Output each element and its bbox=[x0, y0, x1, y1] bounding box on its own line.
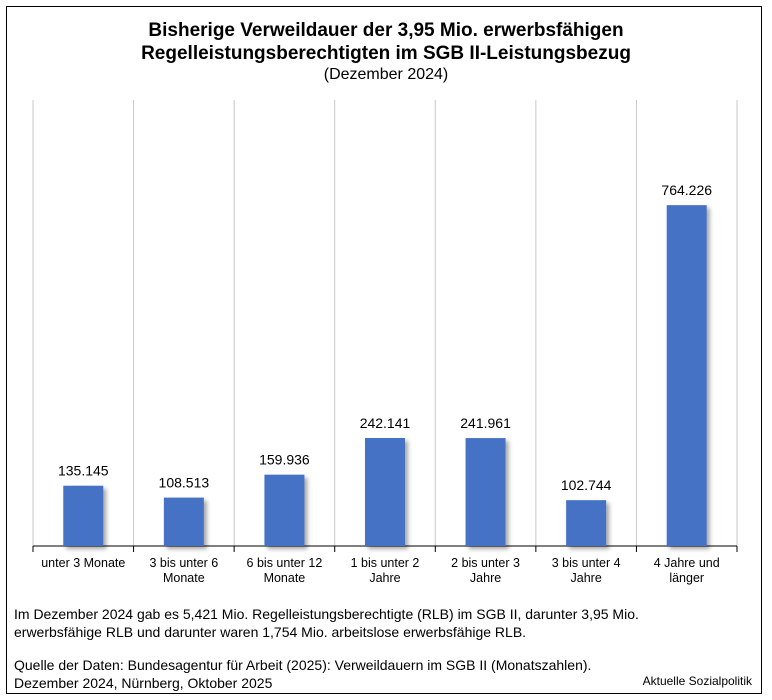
bar bbox=[264, 474, 305, 546]
data-label: 241.961 bbox=[460, 415, 511, 431]
data-label: 108.513 bbox=[159, 475, 210, 491]
category-label: unter 3 Monate bbox=[41, 556, 126, 570]
data-label: 764.226 bbox=[661, 182, 712, 198]
bar bbox=[465, 438, 506, 546]
chart-title-line1: Bisherige Verweildauer der 3,95 Mio. erw… bbox=[148, 20, 624, 41]
data-label: 242.141 bbox=[360, 415, 411, 431]
category-label: 2 bis unter 3 Jahre bbox=[451, 556, 520, 585]
bar bbox=[365, 438, 405, 546]
chart-subtitle: (Dezember 2024) bbox=[323, 66, 449, 83]
bar bbox=[63, 485, 104, 546]
bar bbox=[666, 205, 707, 546]
category-label: 6 bis unter 12 Monate bbox=[246, 556, 323, 585]
note-line1: Im Dezember 2024 gab es 5,421 Mio. Regel… bbox=[14, 606, 639, 622]
data-label: 135.145 bbox=[58, 463, 109, 479]
brand-label: Aktuelle Sozialpolitik bbox=[642, 674, 752, 688]
bar-chart: 135.145 108.513 159.936 242.141 241.961 102.7… bbox=[32, 100, 738, 552]
bar bbox=[163, 497, 204, 546]
category-label: 4 Jahre und länger bbox=[653, 556, 720, 585]
chart-title-line2: Regelleistungsberechtigten im SGB II-Lei… bbox=[141, 43, 631, 64]
category-label: 3 bis unter 4 Jahre bbox=[551, 556, 621, 585]
note-line2: erwerbsfähige RLB und darunter waren 1,7… bbox=[14, 624, 527, 640]
source-line1: Quelle der Daten: Bundesagentur für Arbe… bbox=[14, 657, 592, 673]
data-label: 102.744 bbox=[561, 477, 612, 493]
bar bbox=[566, 500, 607, 546]
source-line2: Dezember 2024, Nürnberg, Oktober 2025 bbox=[14, 675, 273, 691]
category-label: 1 bis unter 2 Jahre bbox=[350, 556, 420, 585]
category-label: 3 bis unter 6 Monate bbox=[149, 556, 219, 585]
data-label: 159.936 bbox=[259, 452, 310, 468]
